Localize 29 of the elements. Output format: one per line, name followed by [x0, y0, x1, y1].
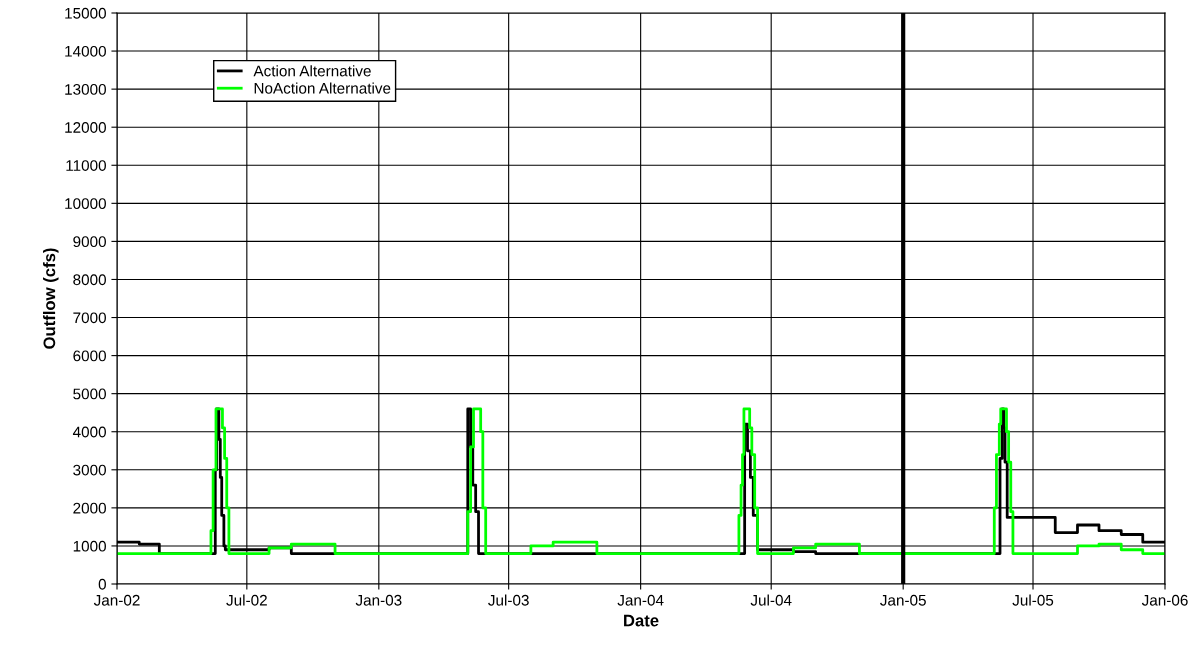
- y-tick-label: 7000: [73, 312, 106, 324]
- y-tick-label: 0: [98, 578, 106, 590]
- legend-label: NoAction Alternative: [254, 82, 391, 94]
- y-tick-label: 11000: [66, 160, 106, 171]
- x-tick-label: Jan-05: [880, 594, 926, 606]
- legend-label: Action Alternative: [253, 65, 371, 77]
- x-tick-label: Jan-02: [93, 594, 140, 606]
- x-tick-label: Jul-02: [226, 594, 267, 606]
- y-tick-label: 10000: [65, 198, 106, 210]
- x-tick-label: Jul-05: [1012, 594, 1054, 606]
- y-tick-label: 4000: [72, 426, 106, 438]
- x-tick-label: Jan-03: [355, 594, 402, 606]
- y-tick-label: 5000: [73, 388, 106, 400]
- x-tick-label: Jul-03: [488, 594, 529, 606]
- y-tick-label: 8000: [73, 274, 106, 286]
- y-tick-label: 2000: [73, 502, 106, 514]
- x-tick-label: Jul-04: [750, 594, 792, 606]
- x-tick-label: Jan-04: [617, 594, 664, 606]
- y-tick-label: 13000: [65, 84, 106, 95]
- y-tick-label: 12000: [65, 122, 106, 133]
- y-tick-label: 15000: [65, 7, 106, 19]
- y-axis-title: Outflow (cfs): [43, 248, 59, 349]
- y-tick-label: 6000: [73, 350, 106, 362]
- y-tick-label: 1000: [73, 540, 106, 552]
- x-tick-label: Jan-06: [1141, 594, 1188, 606]
- x-axis-title: Date: [624, 614, 659, 627]
- y-tick-label: 3000: [73, 464, 106, 476]
- y-tick-label: 9000: [73, 236, 106, 248]
- y-tick-label: 14000: [65, 45, 106, 57]
